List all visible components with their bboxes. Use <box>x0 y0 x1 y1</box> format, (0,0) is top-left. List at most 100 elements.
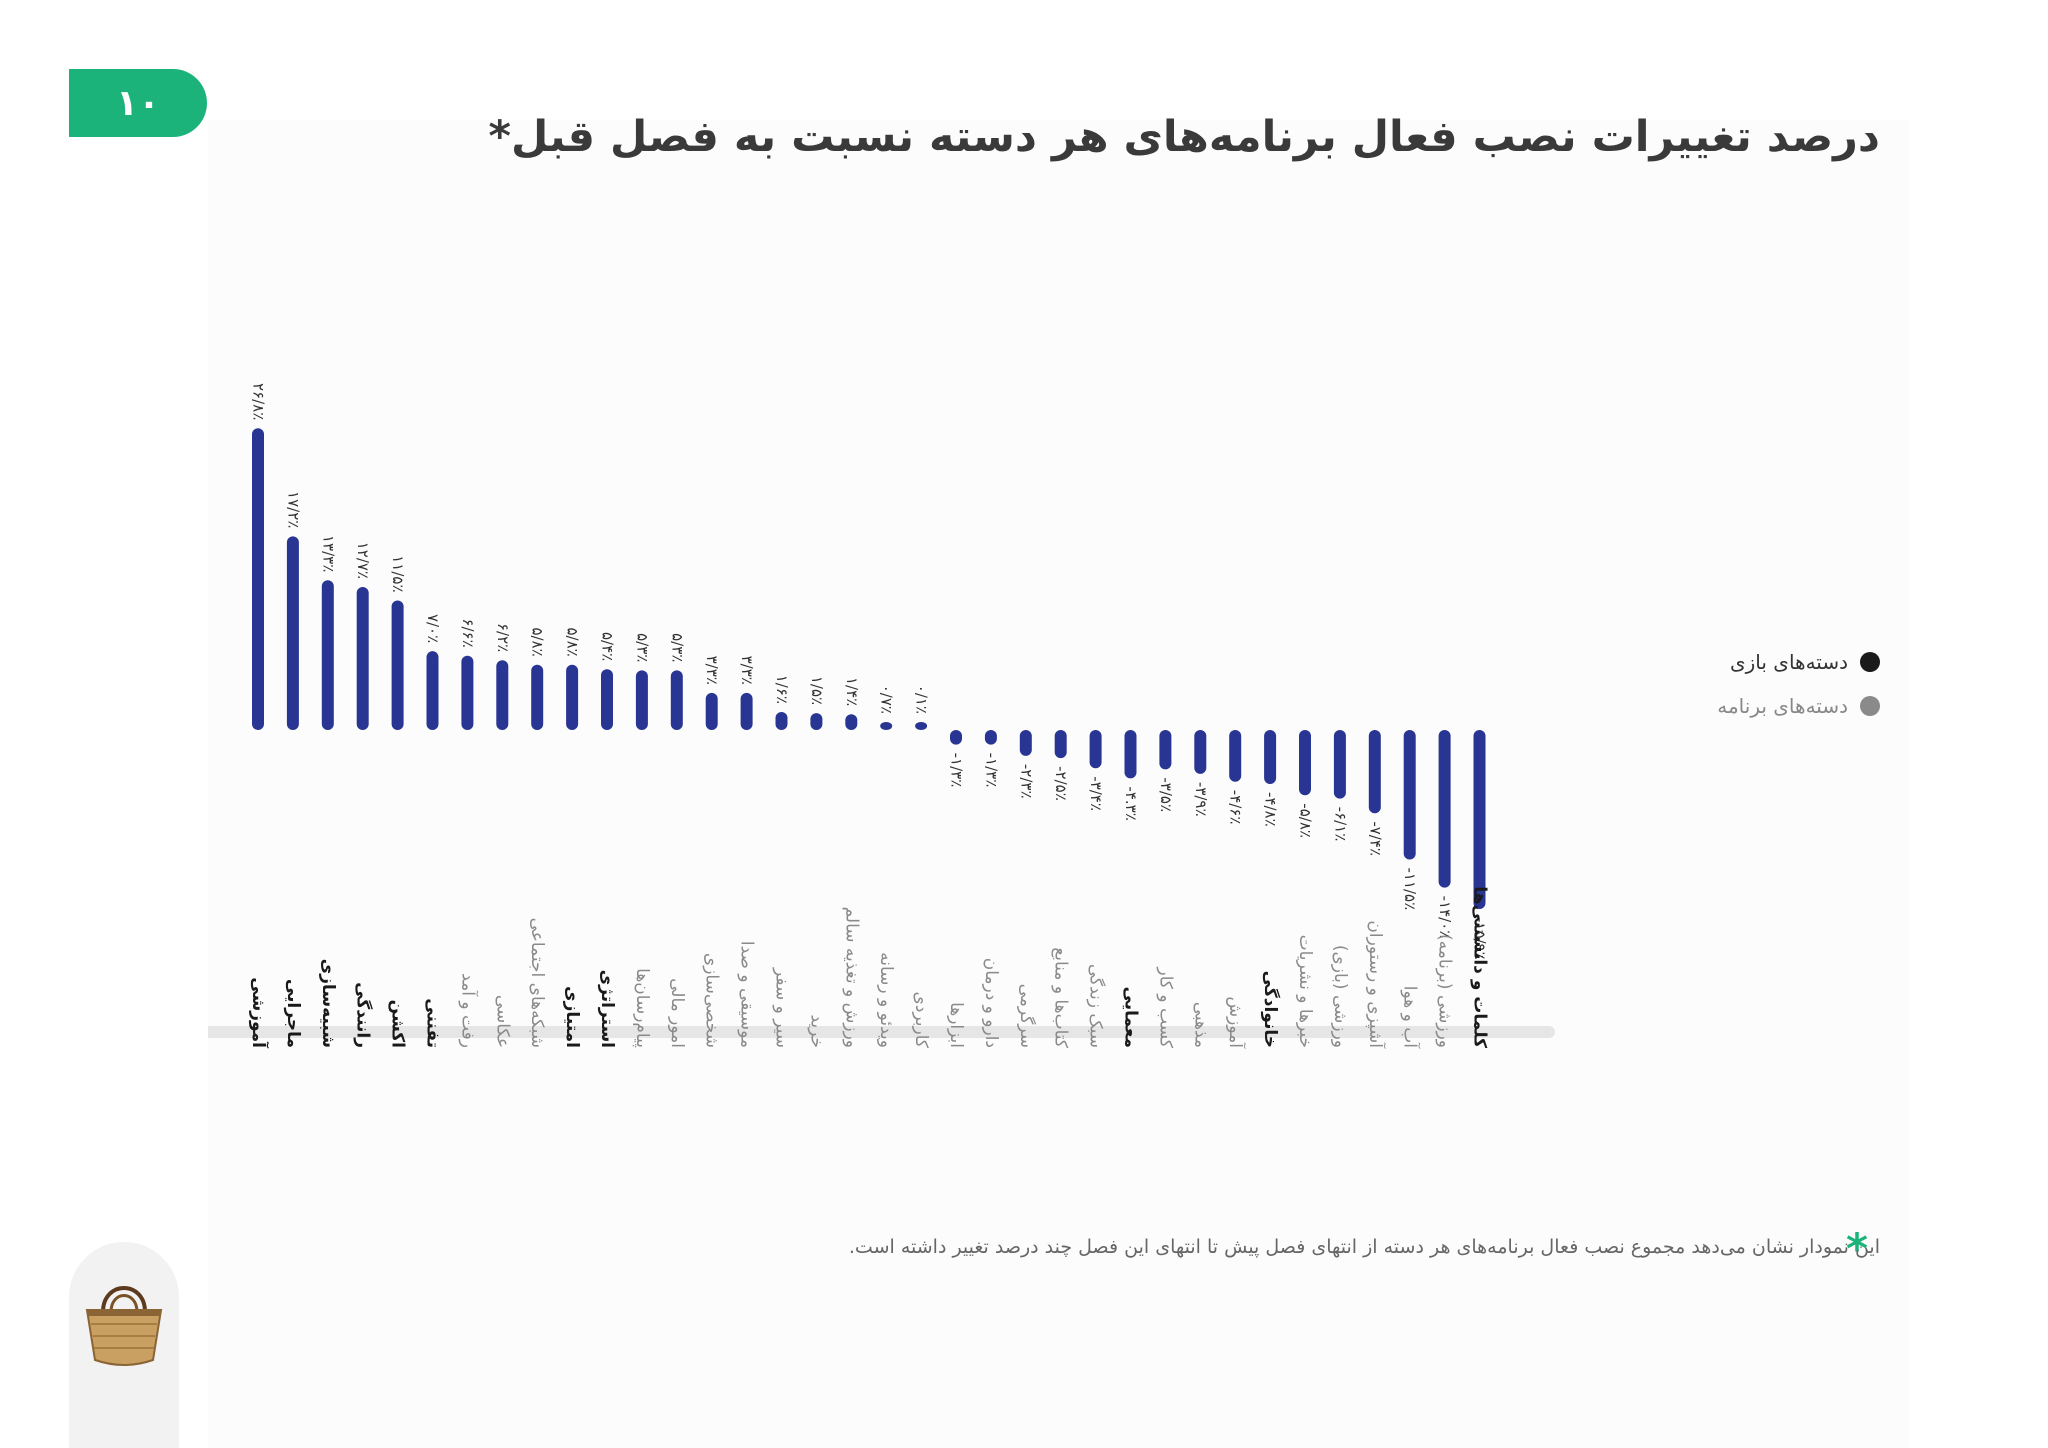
chart-bar <box>775 711 788 730</box>
chart-bar <box>426 651 439 730</box>
chart-bar <box>880 722 893 730</box>
bar-value-label: -۱/۳٪ <box>948 753 966 788</box>
category-label: شبکه‌های اجتماعی <box>527 918 547 1048</box>
category-label: عکاسی <box>492 995 512 1048</box>
bar-value-label: -۶/۱٪ <box>1331 807 1349 842</box>
category-label: ورزشی (برنامه) <box>1435 934 1455 1048</box>
bar-chart: ۲۶/۸٪ آموزشی ۱۷/۲٪ ماجرایی ۱۳/۳٪ شبیه‌سازی ۱۲/… <box>208 383 1555 1049</box>
chart-bar <box>321 580 334 730</box>
category-label: آشپزی و رستوران <box>1365 920 1387 1049</box>
bar-value-label: -۱۱/۵٪ <box>1401 867 1419 910</box>
category-label: مذهبی <box>1190 1002 1210 1048</box>
chart-bar <box>635 670 648 730</box>
bar-value-label: -۷/۴٪ <box>1366 821 1384 856</box>
bar-value-label: ۵/۸٪ <box>529 627 547 656</box>
bar-value-label: -۴/۶٪ <box>1227 790 1245 825</box>
chart-bar <box>915 722 928 730</box>
chart-bar <box>1054 730 1067 759</box>
bar-value-label: ۱۷/۲٪ <box>284 491 302 528</box>
logo-tab <box>69 1242 179 1448</box>
category-label: امور مالی <box>667 978 687 1048</box>
chart-bar <box>1403 730 1416 860</box>
category-label: رانندگی <box>353 982 374 1048</box>
legend-item-apps: دسته‌های برنامه <box>1650 684 1880 728</box>
chart-bar <box>845 714 858 730</box>
chart-bar <box>1019 730 1032 756</box>
chart-bar <box>705 692 718 730</box>
bar-value-label: -۳/۵٪ <box>1157 777 1175 812</box>
chart-bar <box>1159 730 1172 770</box>
category-label: کسب و کار <box>1155 967 1175 1049</box>
chart-bar <box>1299 730 1311 796</box>
basket-icon <box>85 1286 163 1366</box>
category-label: خبرها و نشریات <box>1295 935 1315 1048</box>
bar-value-label: ۶/۲٪ <box>494 623 512 652</box>
bar-value-label: -۳/۹٪ <box>1192 782 1210 817</box>
legend-label-games: دسته‌های بازی <box>1729 650 1848 674</box>
category-label: ورزش و تغذیه سالم <box>841 907 861 1048</box>
chart-bar <box>252 428 264 730</box>
chart-bar <box>950 730 962 745</box>
category-label: آموزش <box>1225 996 1247 1049</box>
chart-bar <box>531 664 544 730</box>
chart-bar <box>740 692 753 730</box>
chart-bar <box>566 664 579 730</box>
chart-bar <box>461 655 474 730</box>
bar-value-label: -۴.۳٪ <box>1122 786 1140 820</box>
legend-label-apps: دسته‌های برنامه <box>1717 694 1848 718</box>
category-label: ماجرایی <box>283 979 303 1048</box>
bar-value-label: -۱۵/۹٪ <box>1471 917 1489 960</box>
category-label: دارو و درمان <box>981 958 1001 1048</box>
category-label: رفت و آمد <box>457 973 479 1048</box>
category-label: ورزشی (بازی) <box>1330 945 1350 1048</box>
chart-bar <box>984 730 997 745</box>
bar-value-label: -۲/۵٪ <box>1052 766 1070 801</box>
chart-bar <box>1473 730 1486 910</box>
bar-value-label: ۳/۳٪ <box>738 656 756 685</box>
bar-value-label: ۲۶/۸٪ <box>250 383 268 420</box>
category-label: آموزشی <box>248 977 270 1049</box>
category-label: ابزارها <box>946 1002 966 1048</box>
chart-bar <box>810 713 823 730</box>
bar-value-label: ۵/۳٪ <box>633 633 651 662</box>
category-label: کاربردی <box>911 992 931 1049</box>
bar-value-label: ۰/۱٪ <box>913 685 931 714</box>
legend-dot-apps <box>1860 696 1880 716</box>
bar-value-label: ۵/۴٪ <box>599 632 617 661</box>
bar-value-label: ۱۱/۵٪ <box>389 555 407 592</box>
category-label: امتیازی <box>562 986 582 1048</box>
chart-bar <box>601 669 613 730</box>
chart-bar <box>1124 730 1137 779</box>
chart-bar <box>356 587 369 730</box>
chart-bar <box>391 600 404 730</box>
category-label: تفننی <box>423 998 443 1048</box>
chart-bar <box>1194 730 1207 774</box>
category-label: پیام‌رسان‌ها <box>632 968 652 1048</box>
bar-value-label: ۱۲/۷٪ <box>354 542 372 579</box>
bar-value-label: -۱/۳٪ <box>982 753 1000 788</box>
category-label: سبک زندگی <box>1086 964 1107 1048</box>
category-label: کلمات و دانستنی‌ها <box>1470 886 1490 1048</box>
legend-dot-games <box>1860 652 1880 672</box>
category-label: ویدئو و رسانه <box>876 952 896 1048</box>
footnote-text: این نمودار نشان می‌دهد مجموع نصب فعال بر… <box>848 1236 1880 1258</box>
bar-value-label: ۷/۰٪ <box>424 614 442 643</box>
category-label: اکشن <box>388 1000 408 1048</box>
bar-value-label: ۶/۶٪ <box>459 618 477 647</box>
bar-value-label: -۱۴/۰٪ <box>1436 896 1454 939</box>
bar-value-label: ۱/۶٪ <box>773 675 791 704</box>
bar-value-label: ۳/۳٪ <box>703 656 721 685</box>
chart-bar <box>1089 730 1102 769</box>
bar-value-label: ۵/۸٪ <box>564 627 582 656</box>
chart-bar <box>286 536 299 730</box>
bar-value-label: ۱/۴٪ <box>843 677 861 706</box>
category-label: سیر و سفر <box>772 967 792 1048</box>
chart-bar <box>496 660 509 730</box>
bar-value-label: ۰/۷٪ <box>878 685 896 714</box>
category-label: استراتژی <box>597 970 617 1048</box>
legend-item-games: دسته‌های بازی <box>1650 640 1880 684</box>
chart-bar <box>1438 730 1451 888</box>
bar-value-label: -۴/۸٪ <box>1262 792 1280 827</box>
bar-value-label: ۱/۵٪ <box>808 676 826 705</box>
category-label: شبیه‌سازی <box>318 959 338 1048</box>
